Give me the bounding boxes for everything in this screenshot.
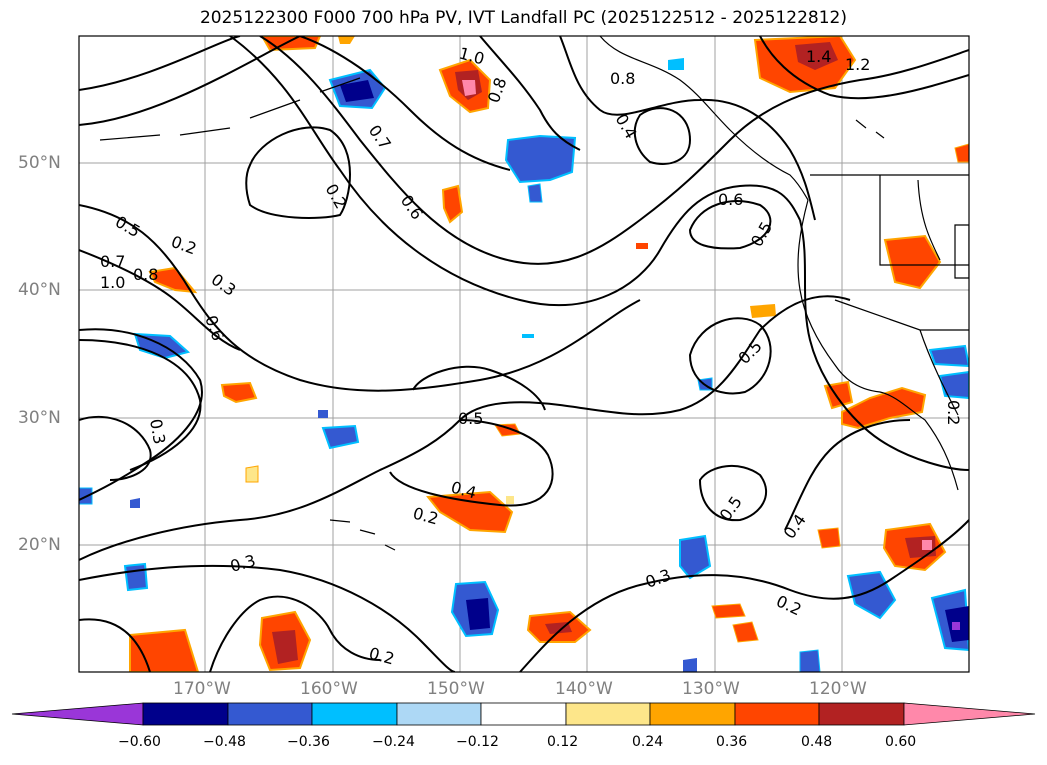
contour-label: 1.4 [806,47,831,66]
map-frame [78,35,970,673]
contour-label: 1.2 [845,55,870,74]
lon-label: 170°W [173,679,231,699]
colorbar-extend-high [903,702,1036,726]
pc-anomaly-fills [79,36,969,672]
colorbar-tick: 0.12 [547,734,579,750]
contour-label: 0.2 [944,400,963,425]
map-title: 2025122300 F000 700 hPa PV, IVT Landfall… [199,8,847,28]
lon-label: 130°W [682,679,740,699]
colorbar-tick: 0.24 [632,734,664,750]
colorbar-tick: −0.24 [372,734,415,750]
contour-label: 0.5 [458,409,483,428]
contour-label: 0.7 [100,252,125,271]
colorbar-tick: −0.12 [456,734,499,750]
colorbar-tick: 0.48 [801,734,833,750]
lon-label: 120°W [809,679,867,699]
map-area [79,36,969,672]
colorbar-tick: −0.36 [287,734,330,750]
lon-label: 140°W [555,679,613,699]
lon-label: 150°W [427,679,485,699]
contour-label: 0.6 [718,190,743,209]
lat-label: 20°N [18,535,61,555]
contour-label: 0.3 [146,417,169,445]
lon-label: 160°W [300,679,358,699]
lat-label: 30°N [18,408,61,428]
contour-label: 0.8 [133,265,158,284]
colorbar-tick: 0.36 [716,734,748,750]
pv-contours [79,36,969,672]
coastlines [99,36,969,551]
colorbar-tick: −0.48 [203,734,246,750]
colorbar [11,702,1036,726]
colorbar-extend-low [11,702,144,726]
colorbar-tick: 0.60 [885,734,917,750]
contour-label: 0.8 [610,69,635,88]
lat-label: 40°N [18,280,61,300]
colorbar-tick: −0.60 [118,734,161,750]
lat-label: 50°N [18,153,61,173]
contour-label: 1.0 [100,273,125,292]
